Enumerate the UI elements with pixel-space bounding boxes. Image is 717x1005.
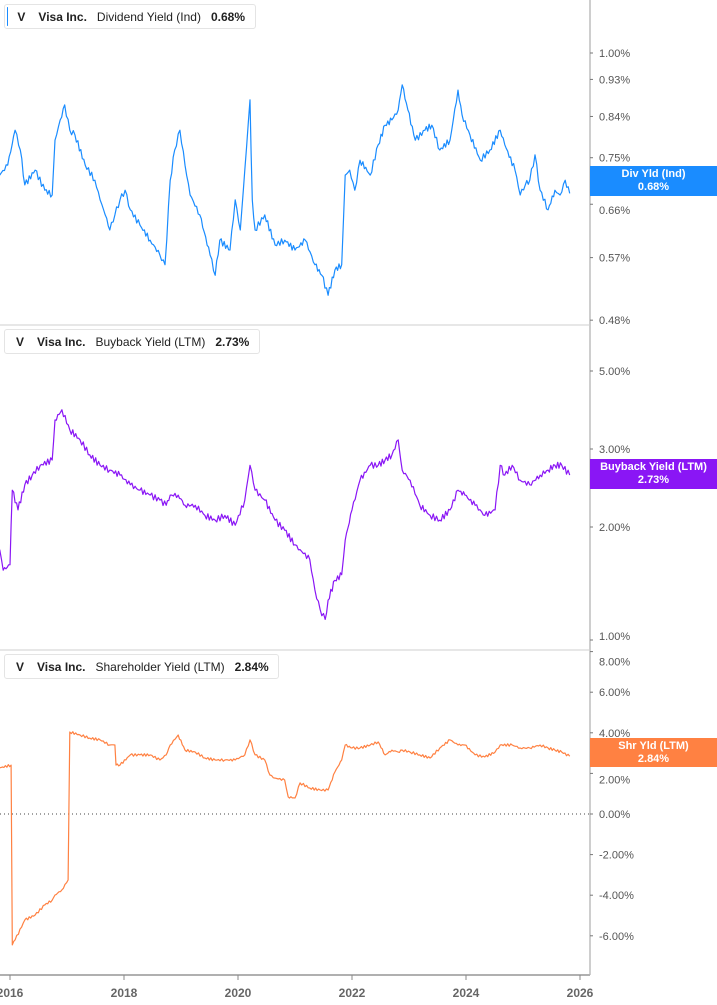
legend-ticker: V [16,659,25,674]
series-line-buyback-yield [0,409,571,620]
y-tick-label: 6.00% [599,687,630,699]
value-tag-buyback-yield: Buyback Yield (LTM) 2.73% [590,459,717,489]
y-tick-label: 0.48% [599,315,630,327]
legend-company: Visa Inc. [37,659,86,674]
y-tick-label: 0.84% [599,111,630,123]
tag-value: 2.73% [637,474,670,486]
y-tick-label: -2.00% [599,850,634,862]
legend-buyback-yield[interactable]: V Visa Inc. Buyback Yield (LTM) 2.73% [4,329,260,354]
series-color-marker [7,7,9,26]
legend-dividend-yield[interactable]: V Visa Inc. Dividend Yield (Ind) 0.68% [4,4,256,29]
y-tick-label: -4.00% [599,890,634,902]
y-tick-label: 5.00% [599,366,630,378]
y-tick-label: 2.00% [599,774,630,786]
tag-label: Div Yld (Ind) [621,168,686,180]
series-line-shareholder-yield [0,731,571,946]
legend-value: 0.68% [210,9,245,24]
y-tick-label: 2.00% [599,522,630,534]
x-tick-label: 2026 [567,986,594,1000]
y-tick-label: 0.66% [599,205,630,217]
y-tick-label: 0.75% [599,153,630,165]
legend-value: 2.84% [234,659,269,674]
tag-value: 0.68% [637,181,670,193]
legend-ticker: V [17,9,26,24]
legend-metric: Buyback Yield (LTM) [95,334,206,349]
x-tick-label: 2020 [225,986,252,1000]
y-tick-label: -6.00% [599,931,634,943]
value-tag-shareholder-yield: Shr Yld (LTM) 2.84% [590,738,717,767]
y-tick-label: 0.93% [599,74,630,86]
y-tick-label: 3.00% [599,444,630,456]
x-tick-label: 2022 [339,986,366,1000]
y-tick-label: 0.00% [599,809,630,821]
y-tick-label: 8.00% [599,657,630,669]
tag-label: Buyback Yield (LTM) [600,461,707,473]
x-tick-label: 2016 [0,986,24,1000]
legend-metric: Shareholder Yield (LTM) [95,659,225,674]
legend-shareholder-yield[interactable]: V Visa Inc. Shareholder Yield (LTM) 2.84… [4,654,279,679]
x-tick-label: 2018 [111,986,138,1000]
y-tick-label: 0.57% [599,253,630,265]
y-tick-label: 1.00% [599,48,630,60]
x-tick-label: 2024 [453,986,480,1000]
y-tick-label: 1.00% [599,631,630,643]
legend-ticker: V [16,334,25,349]
legend-value: 2.73% [215,334,250,349]
legend-company: Visa Inc. [38,9,87,24]
value-tag-dividend-yield: Div Yld (Ind) 0.68% [590,166,717,196]
tag-label: Shr Yld (LTM) [618,740,689,752]
legend-company: Visa Inc. [37,334,86,349]
tag-value: 2.84% [637,753,670,765]
series-line-dividend-yield [0,84,571,296]
legend-metric: Dividend Yield (Ind) [96,9,201,24]
y-tick-label: 4.00% [599,728,630,740]
